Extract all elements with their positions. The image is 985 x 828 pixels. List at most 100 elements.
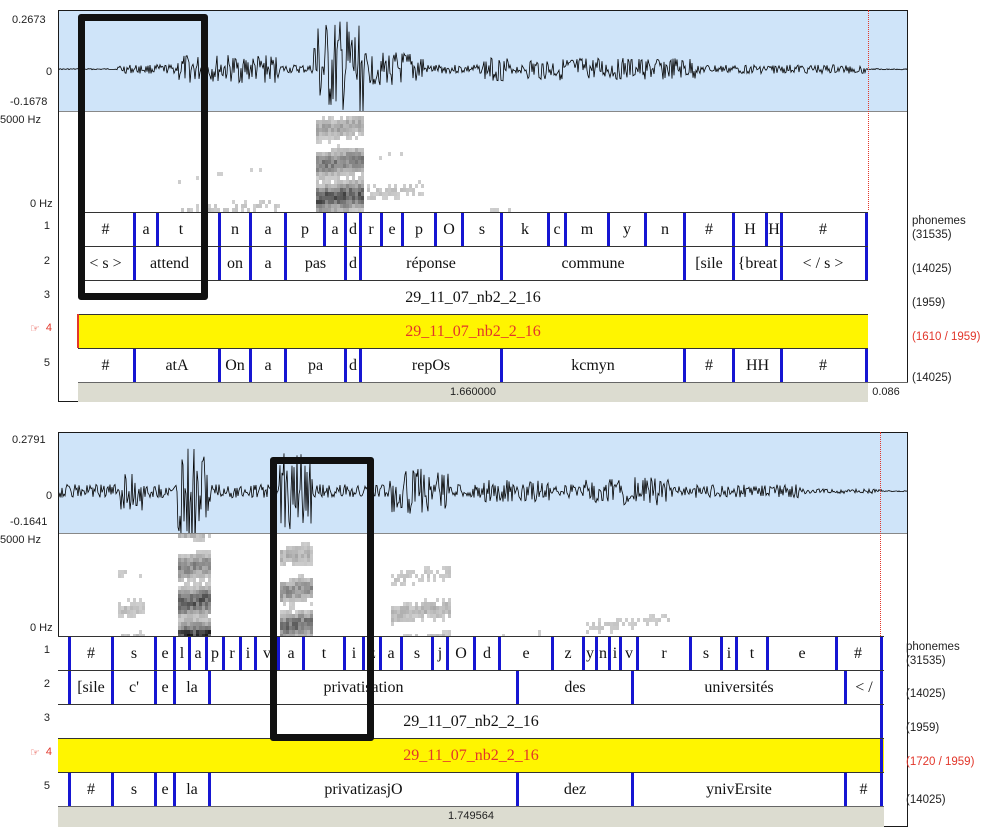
boundary[interactable] [344,247,347,280]
interval[interactable]: y [586,644,594,662]
spectrogram-panel[interactable] [58,534,908,636]
boundary[interactable] [582,637,585,670]
tier-file[interactable]: 29_11_07_nb2_2_16 [78,280,868,314]
interval[interactable]: privatizasjO [324,780,403,798]
interval[interactable]: t [178,220,184,238]
boundary[interactable] [173,637,176,670]
boundary[interactable] [173,671,176,704]
boundary[interactable] [865,247,868,280]
boundary[interactable] [359,213,362,246]
boundary[interactable] [473,637,476,670]
interval[interactable]: {breat [737,254,778,272]
interval[interactable]: y [623,220,631,238]
spectrogram-panel[interactable] [58,112,908,212]
boundary[interactable] [359,247,362,280]
boundary[interactable] [359,349,362,382]
boundary[interactable] [249,213,252,246]
waveform-panel[interactable] [58,10,908,112]
interval[interactable]: 29_11_07_nb2_2_16 [405,288,541,306]
interval[interactable]: # [819,356,827,374]
boundary[interactable] [766,637,769,670]
trailing-duration-bar[interactable]: 0.086 [868,382,908,402]
boundary[interactable] [111,637,114,670]
boundary[interactable] [284,349,287,382]
interval[interactable]: < s > [89,254,122,272]
boundary[interactable] [133,213,136,246]
boundary[interactable] [498,637,501,670]
boundary[interactable] [683,247,686,280]
boundary[interactable] [239,637,242,670]
boundary[interactable] [249,349,252,382]
interval[interactable]: kcmyn [571,356,615,374]
boundary[interactable] [631,671,634,704]
interval[interactable]: i [245,644,251,662]
boundary[interactable] [844,773,847,806]
interval[interactable]: p [211,644,219,662]
boundary[interactable] [880,637,883,670]
interval[interactable]: a [142,220,150,238]
boundary[interactable] [608,637,611,670]
interval[interactable]: i [351,644,357,662]
interval[interactable]: d [349,356,357,374]
interval[interactable]: a [264,220,272,238]
boundary[interactable] [111,773,114,806]
interval[interactable]: # [101,220,110,238]
boundary[interactable] [720,637,723,670]
boundary[interactable] [636,637,639,670]
interval[interactable]: s [413,644,421,662]
interval[interactable]: O [455,644,467,662]
boundary[interactable] [780,247,783,280]
boundary[interactable] [780,349,783,382]
interval[interactable]: n [231,220,239,238]
boundary[interactable] [880,671,883,704]
boundary[interactable] [780,213,783,246]
boundary[interactable] [835,637,838,670]
boundary[interactable] [431,637,434,670]
boundary[interactable] [249,247,252,280]
selected-interval[interactable]: 29_11_07_nb2_2_16 [403,746,539,764]
boundary[interactable] [208,671,211,704]
interval[interactable]: c [553,220,561,238]
interval[interactable]: e [161,644,169,662]
boundary[interactable] [277,637,280,670]
boundary[interactable] [880,739,883,772]
interval[interactable]: la [186,678,198,696]
boundary[interactable] [446,637,449,670]
interval[interactable]: r [368,220,374,238]
boundary[interactable] [188,637,191,670]
interval[interactable]: a [264,356,272,374]
interval[interactable]: < / s > [802,254,844,272]
boundary[interactable] [461,213,464,246]
interval[interactable]: a [194,644,202,662]
interval[interactable]: [sile [695,254,723,272]
interval[interactable]: pas [304,254,327,272]
interval[interactable]: # [705,220,713,238]
boundary[interactable] [222,637,225,670]
waveform-panel[interactable] [58,432,908,534]
interval[interactable]: n [599,644,607,662]
boundary[interactable] [302,637,305,670]
tier-transcription[interactable]: # atA On a pa d repOs kcmyn # HH # [78,348,868,382]
boundary[interactable] [133,247,136,280]
boundary[interactable] [68,637,71,670]
interval[interactable]: repOs [411,356,451,374]
boundary[interactable] [208,773,211,806]
interval[interactable]: s [702,644,710,662]
interval[interactable]: d [349,254,357,272]
interval[interactable]: l [179,644,185,662]
interval[interactable]: On [225,356,245,374]
boundary[interactable] [344,349,347,382]
boundary[interactable] [401,213,404,246]
boundary[interactable] [284,247,287,280]
interval[interactable]: # [819,220,827,238]
boundary[interactable] [362,637,365,670]
interval[interactable]: # [705,356,713,374]
boundary[interactable] [400,637,403,670]
interval[interactable]: # [101,356,110,374]
boundary[interactable] [564,213,567,246]
interval[interactable]: # [87,780,95,798]
boundary[interactable] [380,213,383,246]
boundary[interactable] [516,671,519,704]
interval[interactable]: on [227,254,243,272]
interval[interactable]: t [321,644,327,662]
